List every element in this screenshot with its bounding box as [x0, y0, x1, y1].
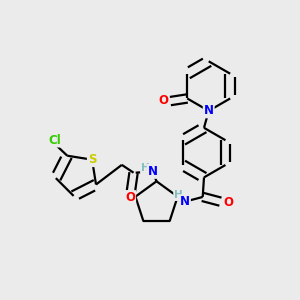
Text: H: H [174, 190, 183, 200]
Text: N: N [180, 195, 190, 208]
Text: H: H [141, 163, 150, 173]
Text: S: S [88, 153, 96, 166]
Text: Cl: Cl [48, 134, 61, 147]
Text: N: N [148, 165, 158, 178]
Text: O: O [159, 94, 169, 107]
Text: O: O [125, 191, 135, 204]
Polygon shape [176, 194, 185, 202]
Text: O: O [223, 196, 233, 209]
Text: N: N [204, 104, 214, 117]
